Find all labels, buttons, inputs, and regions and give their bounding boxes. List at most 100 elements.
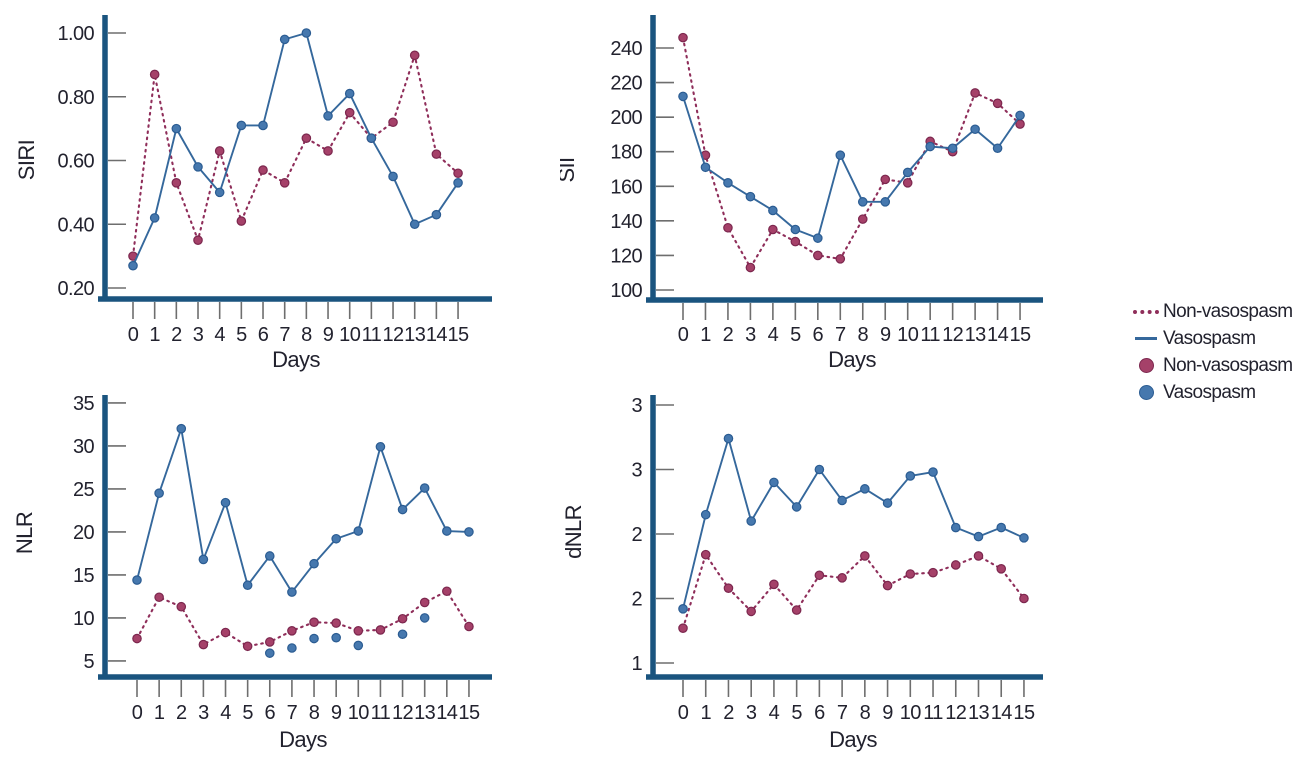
y-tick-label: 20 bbox=[73, 522, 95, 544]
solid-line-swatch bbox=[1135, 337, 1157, 340]
data-point-marker-non-vasospasm bbox=[301, 133, 312, 143]
data-point-marker-vasospasm bbox=[925, 141, 935, 152]
y-tick-label: 0.40 bbox=[57, 214, 94, 236]
x-tick-label: 13 bbox=[404, 324, 426, 346]
data-point-marker-vasospasm bbox=[857, 197, 868, 207]
data-point-marker-vasospasm bbox=[301, 28, 312, 38]
data-point-marker-vasospasm bbox=[882, 498, 893, 508]
data-point-marker-vasospasm bbox=[700, 509, 711, 520]
y-axis-title: SII bbox=[560, 157, 579, 182]
circle-marker-swatch bbox=[1138, 358, 1154, 373]
data-point-marker-non-vasospasm bbox=[419, 597, 430, 608]
data-point-marker-non-vasospasm bbox=[154, 592, 164, 603]
data-point-marker-vasospasm bbox=[813, 233, 823, 243]
x-tick-label: 15 bbox=[1013, 702, 1035, 724]
data-point-marker-non-vasospasm bbox=[928, 567, 938, 578]
x-tick-label: 7 bbox=[837, 702, 848, 724]
data-point-marker-non-vasospasm bbox=[723, 583, 734, 593]
data-point-marker-vasospasm bbox=[220, 497, 231, 508]
series-line-vasospasm bbox=[136, 427, 469, 594]
x-tick-label: 11 bbox=[920, 324, 940, 346]
legend-swatch-col bbox=[1129, 309, 1163, 314]
x-tick-label: 5 bbox=[242, 702, 253, 724]
x-tick-label: 9 bbox=[882, 702, 893, 724]
x-tick-label: 15 bbox=[448, 324, 470, 346]
data-point-marker-vasospasm bbox=[723, 433, 734, 444]
data-point-marker-vasospasm bbox=[397, 629, 408, 640]
data-point-marker-non-vasospasm bbox=[409, 50, 420, 61]
chart-nlr: 35 30 25 20 15 10 5 0 1 2 3 4 5 6 7 8 9 10 11 12 13 14 15 NLR Da… bbox=[0, 380, 560, 766]
y-tick-label: 220 bbox=[610, 73, 642, 95]
data-point-marker-vasospasm bbox=[970, 124, 980, 135]
data-point-marker-non-vasospasm bbox=[950, 560, 961, 570]
x-tick-label: 12 bbox=[942, 324, 964, 346]
legend-item-vasospasm-line: Vasospasm bbox=[1129, 325, 1311, 352]
x-tick-label: 9 bbox=[880, 324, 891, 346]
data-point-marker-vasospasm bbox=[880, 197, 891, 207]
x-tick-label: 15 bbox=[458, 702, 480, 724]
data-point-marker-vasospasm bbox=[258, 120, 268, 131]
x-tick-label: 0 bbox=[128, 324, 139, 346]
data-point-marker-vasospasm bbox=[860, 484, 870, 494]
data-point-marker-vasospasm bbox=[375, 441, 386, 452]
data-point-marker-vasospasm bbox=[947, 143, 958, 154]
data-point-marker-non-vasospasm bbox=[678, 623, 688, 633]
data-point-marker-vasospasm bbox=[768, 205, 778, 216]
x-tick-label: 6 bbox=[813, 324, 824, 346]
data-point-marker-non-vasospasm bbox=[397, 613, 408, 624]
x-tick-label: 5 bbox=[236, 324, 247, 346]
data-point-marker-vasospasm bbox=[264, 648, 275, 658]
y-axis-title: SIRI bbox=[14, 140, 39, 180]
legend-swatch-col bbox=[1129, 358, 1163, 373]
legend-label: Vasospasm bbox=[1163, 381, 1256, 403]
data-point-marker-vasospasm bbox=[835, 150, 846, 160]
data-point-marker-non-vasospasm bbox=[279, 178, 290, 188]
x-tick-label: 3 bbox=[745, 324, 756, 346]
dotted-line-swatch bbox=[1133, 309, 1159, 314]
data-point-marker-non-vasospasm bbox=[902, 178, 913, 188]
data-point-marker-non-vasospasm bbox=[837, 573, 847, 583]
x-tick-label: 14 bbox=[426, 324, 448, 346]
data-point-marker-vasospasm bbox=[431, 209, 442, 220]
data-point-marker-vasospasm bbox=[242, 580, 253, 591]
series-line-non-vasospasm bbox=[681, 552, 1026, 630]
data-point-marker-non-vasospasm bbox=[258, 165, 268, 175]
y-tick-label: 100 bbox=[610, 280, 642, 302]
x-tick-label: 9 bbox=[323, 324, 334, 346]
x-tick-label: 11 bbox=[923, 702, 943, 724]
data-point-marker-vasospasm bbox=[928, 467, 938, 477]
data-point-marker-non-vasospasm bbox=[375, 625, 386, 635]
data-point-marker-non-vasospasm bbox=[287, 626, 297, 636]
data-point-marker-non-vasospasm bbox=[1019, 593, 1029, 604]
data-point-marker-non-vasospasm bbox=[149, 69, 160, 80]
x-tick-label: 3 bbox=[193, 324, 204, 346]
x-tick-label: 12 bbox=[383, 324, 405, 346]
data-point-marker-vasospasm bbox=[419, 613, 430, 623]
x-tick-label: 11 bbox=[371, 702, 391, 724]
data-point-marker-vasospasm bbox=[745, 191, 756, 202]
x-axis-title: Days bbox=[272, 347, 320, 372]
data-point-marker-vasospasm bbox=[1019, 533, 1029, 543]
data-point-marker-vasospasm bbox=[442, 526, 452, 536]
data-point-marker-non-vasospasm bbox=[723, 222, 733, 233]
legend-label: Non-vasospasm bbox=[1163, 354, 1293, 376]
x-tick-label: 2 bbox=[176, 702, 187, 724]
data-point-marker-vasospasm bbox=[287, 643, 297, 653]
data-point-marker-vasospasm bbox=[464, 527, 474, 537]
legend-item-non-vasospasm-line: Non-vasospasm bbox=[1129, 298, 1311, 325]
data-point-marker-vasospasm bbox=[331, 533, 341, 544]
y-tick-label: 1 bbox=[631, 653, 642, 675]
x-tick-label: 2 bbox=[171, 324, 182, 346]
x-tick-label: 7 bbox=[287, 702, 298, 724]
data-point-marker-non-vasospasm bbox=[791, 605, 802, 615]
data-point-marker-vasospasm bbox=[176, 423, 187, 434]
data-point-marker-vasospasm bbox=[309, 558, 319, 569]
data-point-marker-non-vasospasm bbox=[973, 551, 984, 561]
data-point-marker-non-vasospasm bbox=[814, 570, 825, 581]
data-point-marker-non-vasospasm bbox=[323, 146, 333, 156]
x-tick-label: 13 bbox=[414, 702, 436, 724]
data-point-marker-vasospasm bbox=[397, 504, 408, 515]
data-point-marker-vasospasm bbox=[1015, 110, 1025, 121]
data-point-marker-non-vasospasm bbox=[769, 579, 779, 590]
data-point-marker-vasospasm bbox=[279, 34, 290, 45]
